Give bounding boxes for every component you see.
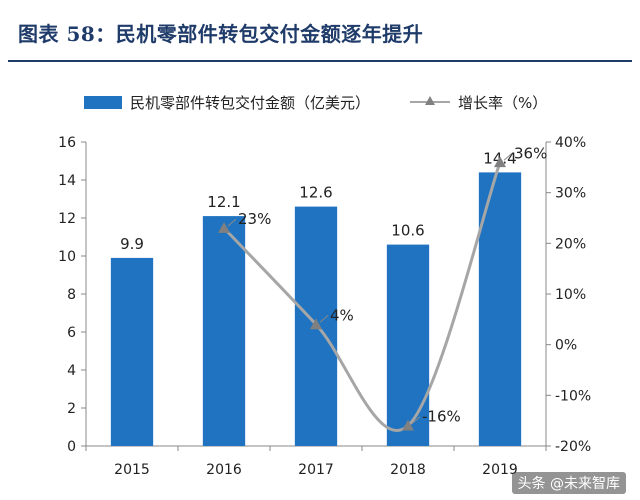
x-axis-tick-label: 2015: [114, 462, 150, 478]
right-axis-tick-label: -10%: [555, 388, 591, 404]
growth-rate-marker: [494, 156, 506, 168]
right-axis-tick-label: 20%: [555, 236, 586, 252]
x-axis-tick-label: 2018: [390, 462, 426, 478]
growth-rate-marker: [218, 222, 230, 233]
bar-value-label: 9.9: [120, 235, 144, 253]
chart-legend: 民机零部件转包交付金额（亿美元） 增长率（%）: [84, 90, 547, 114]
bar-value-label: 12.6: [299, 184, 332, 202]
left-axis-tick-label: 2: [67, 401, 76, 417]
bar: [110, 257, 154, 446]
growth-rate-line: [222, 161, 502, 432]
bar: [386, 244, 430, 446]
legend-item-bar: 民机零部件转包交付金额（亿美元）: [84, 92, 370, 113]
x-axis-tick-label: 2016: [206, 462, 242, 478]
growth-rate-label: 36%: [514, 144, 547, 162]
growth-rate-label-leader: [503, 152, 513, 161]
right-axis-tick-label: 40%: [555, 135, 586, 151]
growth-rate-label: 23%: [238, 210, 271, 228]
left-axis-tick-label: 6: [67, 325, 76, 341]
x-axis-tick-label: 2019: [482, 462, 518, 478]
growth-rate-marker: [310, 318, 322, 330]
growth-rate-marker: [402, 419, 414, 431]
bar-value-label: 12.1: [207, 193, 240, 211]
legend-bar-label: 民机零部件转包交付金额（亿美元）: [130, 93, 371, 112]
legend-line-label: 增长率（%）: [458, 93, 548, 112]
legend-line-swatch: [410, 95, 451, 109]
right-axis-tick-label: 10%: [555, 287, 586, 303]
growth-rate-label: -16%: [422, 408, 461, 426]
left-axis-tick-label: 4: [67, 363, 76, 379]
growth-rate-label: 4%: [330, 306, 354, 324]
right-axis-tick-label: 30%: [555, 186, 586, 202]
left-axis-tick-label: 10: [58, 249, 76, 265]
growth-rate-label-leader: [227, 218, 237, 227]
left-axis-tick-label: 16: [58, 135, 76, 151]
left-axis-tick-label: 14: [58, 173, 76, 189]
right-axis-tick-label: 0%: [555, 338, 577, 354]
bar-value-label: 10.6: [391, 222, 424, 240]
growth-rate-label-leader: [319, 315, 329, 323]
legend-bar-swatch: [84, 95, 122, 109]
left-axis-tick-label: 8: [67, 287, 76, 303]
left-axis-tick-label: 0: [67, 439, 76, 455]
x-axis-tick-label: 2017: [298, 462, 334, 478]
title-divider: [8, 60, 632, 62]
legend-item-line: 增长率（%）: [410, 92, 547, 113]
chart-title: 图表 58：民机零部件转包交付金额逐年提升: [18, 22, 424, 46]
growth-rate-label-leader: [411, 416, 421, 425]
bar: [478, 172, 522, 446]
bar: [202, 216, 246, 446]
left-axis-tick-label: 12: [58, 211, 76, 227]
watermark: 头条 @未来智库: [511, 472, 626, 494]
right-axis-tick-label: -20%: [555, 439, 591, 455]
